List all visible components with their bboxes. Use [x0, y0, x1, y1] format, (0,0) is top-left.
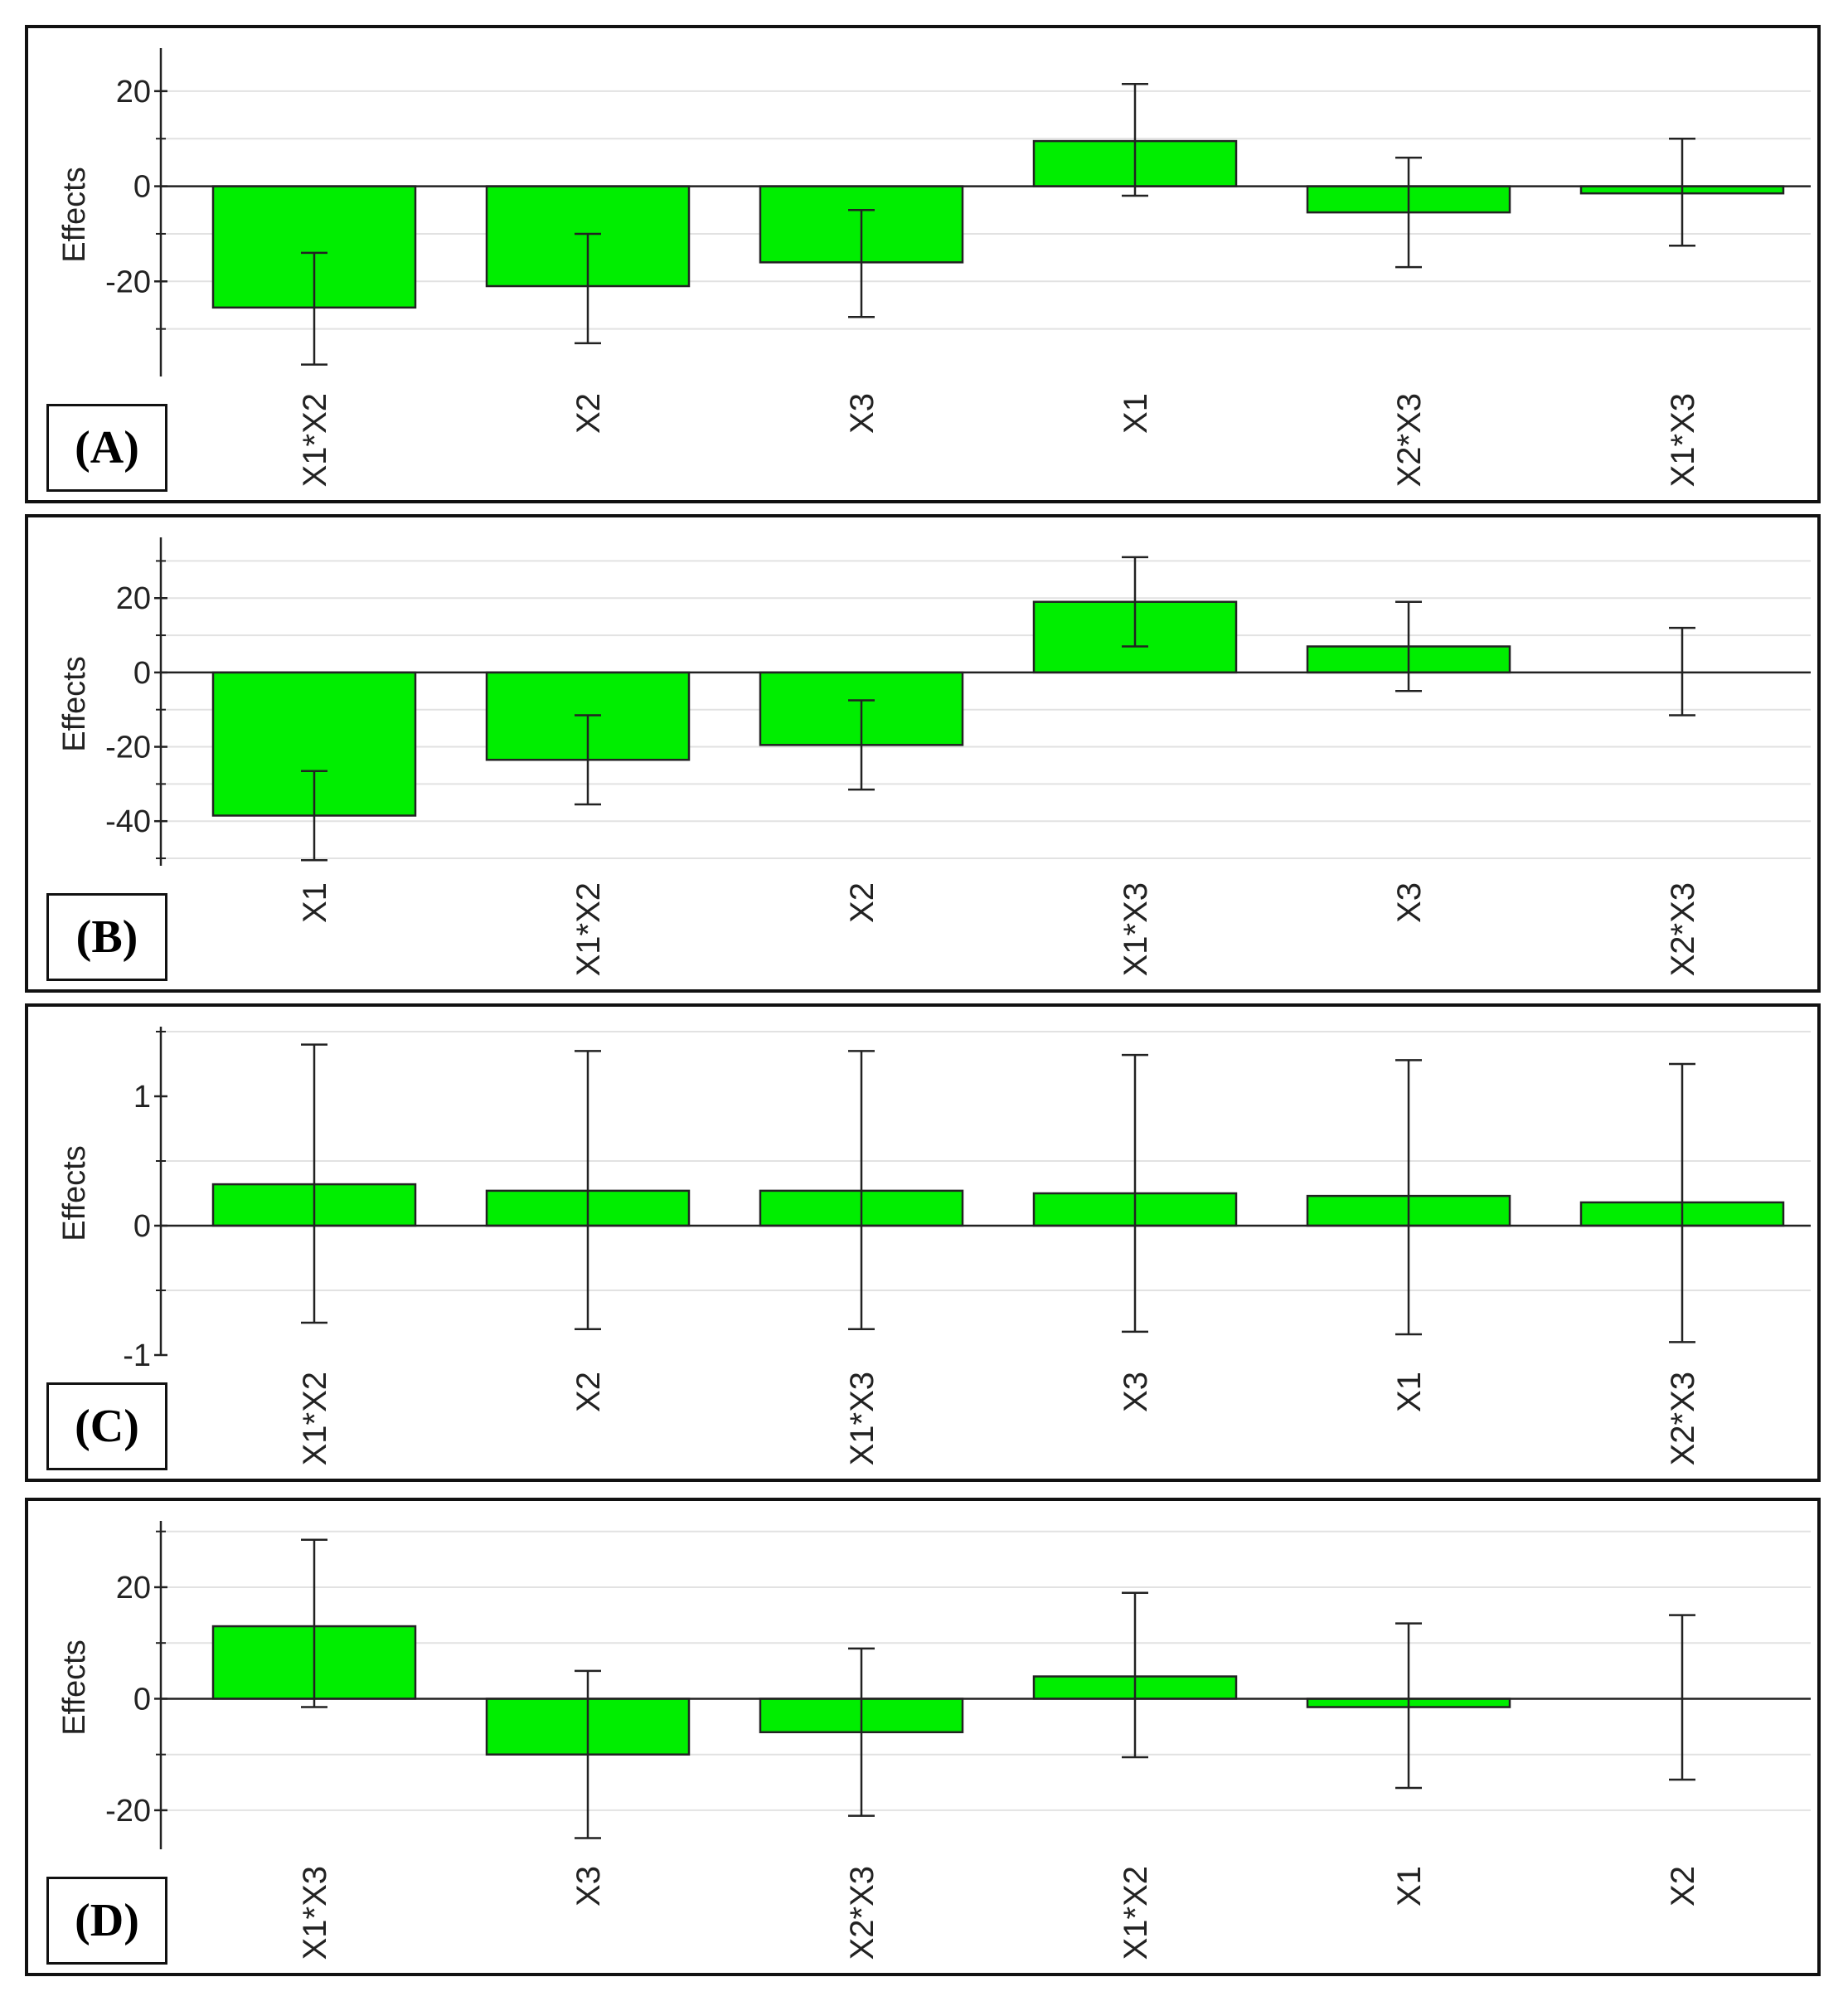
chart-panel-c: -1 0 1 Effects X1*X2 X2 X1*X3 X3 X1 X2*X3 (C): [25, 1003, 1821, 1482]
y-axis-title: Effects: [57, 1145, 92, 1241]
x-tick-label: X1*X2: [570, 882, 607, 976]
x-tick-label: X1*X2: [1118, 1866, 1154, 1960]
y-tick-label: 0: [133, 1682, 151, 1717]
chart-b-svg: -40 -20 0 20 Effects X1 X1*X2 X2 X1*X3 X3 X2*X3: [57, 537, 1811, 976]
panel-label-c: (C): [46, 1382, 167, 1470]
y-tick-label: 0: [133, 170, 151, 205]
x-tick-label: X2: [570, 1372, 607, 1412]
x-tick-label: X3: [1118, 1372, 1154, 1412]
y-tick-label: -40: [105, 804, 151, 839]
x-tick-label: X2*X3: [1665, 882, 1701, 976]
x-tick-label: X3: [844, 393, 880, 434]
y-axis-title: Effects: [57, 167, 92, 262]
x-tick-label: X2*X3: [844, 1866, 880, 1960]
y-tick-label: 20: [116, 75, 151, 109]
x-tick-label: X1*X3: [297, 1866, 333, 1960]
y-tick-label: -20: [105, 265, 151, 299]
panel-label-a: (A): [46, 404, 167, 492]
y-tick-label: 20: [116, 581, 151, 616]
x-tick-label: X1*X2: [297, 1372, 333, 1465]
x-tick-label: X1: [1391, 1866, 1428, 1907]
panel-label-b: (B): [46, 893, 167, 981]
x-tick-label: X2*X3: [1391, 393, 1428, 487]
y-tick-label: 0: [133, 1209, 151, 1244]
x-tick-label: X3: [570, 1866, 607, 1907]
x-tick-label: X1*X3: [1118, 882, 1154, 976]
y-tick-label: 1: [133, 1080, 151, 1115]
x-tick-label: X2: [1665, 1866, 1701, 1907]
y-axis-title: Effects: [57, 1639, 92, 1735]
x-tick-label: X1*X3: [844, 1372, 880, 1465]
y-axis-title: Effects: [57, 656, 92, 751]
y-tick-label: -20: [105, 1794, 151, 1829]
x-tick-label: X2*X3: [1665, 1372, 1701, 1465]
y-tick-label: -20: [105, 731, 151, 765]
chart-panel-d: -20 0 20 Effects X1*X3 X3 X2*X3 X1*X2 X1 X2 (D): [25, 1498, 1821, 1976]
x-tick-label: X1*X2: [297, 393, 333, 487]
panel-label-d: (D): [46, 1877, 167, 1965]
x-tick-label: X1: [297, 882, 333, 923]
x-tick-label: X3: [1391, 882, 1428, 923]
chart-d-svg: -20 0 20 Effects X1*X3 X3 X2*X3 X1*X2 X1 X2: [57, 1521, 1811, 1960]
chart-panel-b: -40 -20 0 20 Effects X1 X1*X2 X2 X1*X3 X3 X2*X3 (B…: [25, 514, 1821, 993]
x-tick-label: X1*X3: [1665, 393, 1701, 487]
chart-c-svg: -1 0 1 Effects X1*X2 X2 X1*X3 X3 X1 X2*X3: [57, 1027, 1811, 1465]
y-tick-label: 0: [133, 656, 151, 691]
x-tick-label: X2: [570, 393, 607, 434]
chart-a-svg: -20 0 20 Effects X1*X2 X2 X3 X1 X2*X3 X1*X3: [57, 48, 1811, 487]
y-tick-label: 20: [116, 1571, 151, 1605]
chart-panel-a: -20 0 20 Effects X1*X2 X2 X3 X1 X2*X3 X1*X3 (A): [25, 25, 1821, 503]
x-tick-label: X2: [844, 882, 880, 923]
x-tick-label: X1: [1118, 393, 1154, 434]
y-tick-label: -1: [123, 1338, 151, 1373]
x-tick-label: X1: [1391, 1372, 1428, 1412]
